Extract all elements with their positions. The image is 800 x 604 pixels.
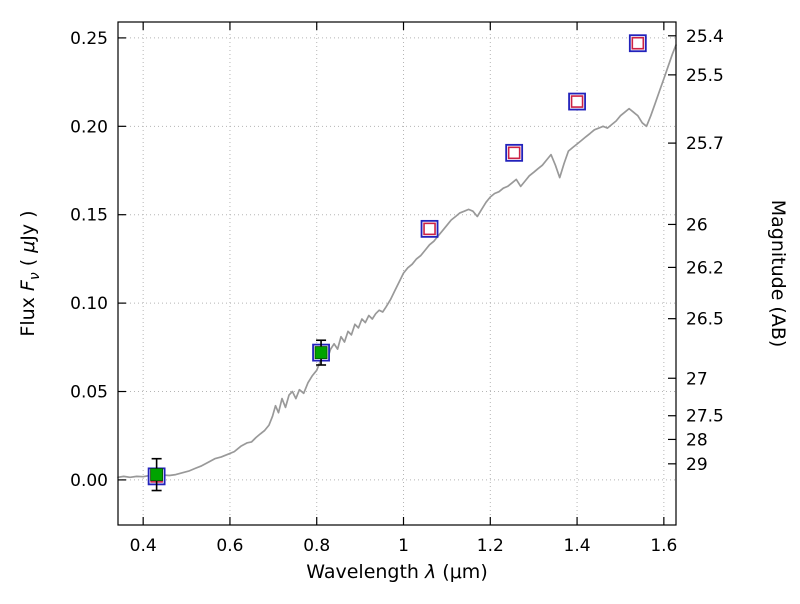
x-tick-label: 1.6 xyxy=(650,536,677,556)
x-tick-label: 0.8 xyxy=(303,536,330,556)
spectrum-line xyxy=(117,44,677,479)
magnitude-tick-label: 28 xyxy=(686,430,708,450)
magnitude-tick-label: 29 xyxy=(686,455,708,475)
magnitude-tick-label: 27.5 xyxy=(686,407,724,427)
y-tick-label: 0.20 xyxy=(70,117,108,137)
magnitude-tick-label: 25.4 xyxy=(686,27,724,47)
observed-photometry-marker xyxy=(150,457,164,492)
x-axis-title: Wavelength λ (μm) xyxy=(306,561,487,583)
observed-photometry-markers xyxy=(150,339,328,492)
magnitude-tick-label: 27 xyxy=(686,369,708,389)
y-tick-label: 0.25 xyxy=(70,29,108,49)
y-tick-label: 0.05 xyxy=(70,383,108,403)
y-tick-label: 0.00 xyxy=(70,471,108,491)
x-tick-label: 1 xyxy=(398,536,409,556)
model-photometry-marker xyxy=(505,143,524,162)
x-tick-label: 0.4 xyxy=(130,536,157,556)
y-tick-label: 0.15 xyxy=(70,206,108,226)
magnitude-tick-label: 25.5 xyxy=(686,66,724,86)
model-photometry-marker xyxy=(628,34,647,53)
axis-titles: Wavelength λ (μm) Flux Fν ( μJy ) Magnitud… xyxy=(17,200,789,583)
magnitude-tick-label: 26.5 xyxy=(686,310,724,330)
model-photometry-marker xyxy=(568,92,586,111)
y-axis-title-left: Flux Fν ( μJy ) xyxy=(17,210,43,336)
model-photometry-marker xyxy=(420,219,439,238)
x-tick-label: 0.6 xyxy=(216,536,243,556)
model-photometry-markers xyxy=(147,34,647,486)
gridlines xyxy=(118,22,676,525)
y-tick-label: 0.10 xyxy=(70,294,108,314)
magnitude-tick-label: 26 xyxy=(686,215,708,235)
observed-photometry-marker xyxy=(314,339,328,366)
y-axis-title-right: Magnitude (AB) xyxy=(767,200,789,348)
axes-frame xyxy=(117,21,677,526)
axis-ticks xyxy=(118,22,676,525)
y-tick-labels: 0.00 0.05 0.10 0.15 0.20 0.25 xyxy=(70,29,108,491)
x-tick-label: 1.4 xyxy=(564,536,591,556)
right-tick-labels: 25.4 25.5 25.7 26 26.2 26.5 27 27.5 28 29 xyxy=(686,27,724,475)
magnitude-tick-label: 26.2 xyxy=(686,258,724,278)
magnitude-tick-label: 25.7 xyxy=(686,134,724,154)
x-tick-label: 1.2 xyxy=(477,536,504,556)
x-tick-labels: 0.4 0.6 0.8 1 1.2 1.4 1.6 xyxy=(130,536,678,556)
